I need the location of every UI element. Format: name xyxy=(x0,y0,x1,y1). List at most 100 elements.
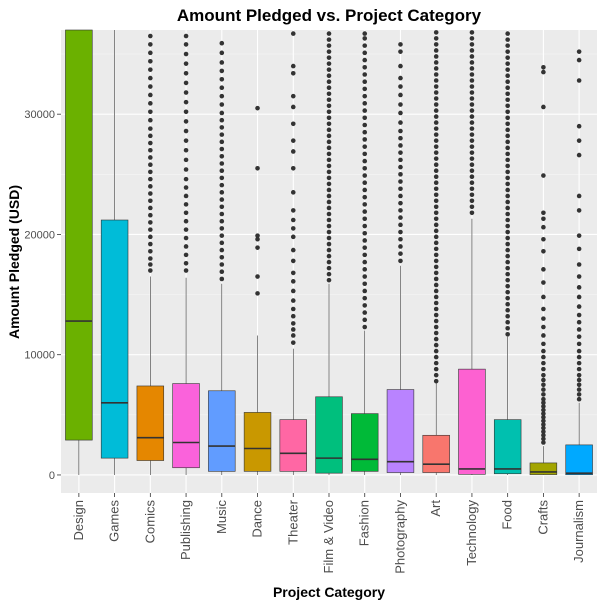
outlier-point xyxy=(183,90,189,95)
outlier-point xyxy=(148,227,153,232)
outlier-point xyxy=(148,262,153,267)
outlier-point xyxy=(326,247,332,253)
outlier-point xyxy=(433,342,439,348)
outlier-point xyxy=(148,101,153,106)
outlier-point xyxy=(326,229,332,235)
outlier-point xyxy=(433,156,439,161)
outlier-point xyxy=(183,119,189,124)
outlier-point xyxy=(362,122,368,128)
outlier-point xyxy=(505,121,510,127)
outlier-point xyxy=(148,126,153,131)
outlier-point xyxy=(469,186,475,192)
outlier-point xyxy=(433,42,439,47)
outlier-point xyxy=(576,387,582,392)
outlier-point xyxy=(219,276,225,282)
outlier-point xyxy=(469,90,475,95)
outlier-point xyxy=(469,132,475,137)
outlier-point xyxy=(541,316,546,321)
outlier-point xyxy=(362,64,368,70)
outlier-point xyxy=(433,222,439,228)
outlier-point xyxy=(469,138,475,143)
outlier-point xyxy=(290,217,296,223)
x-tick-label: Art xyxy=(428,500,443,517)
outlier-point xyxy=(362,245,368,250)
outlier-point xyxy=(505,241,510,247)
outlier-point xyxy=(362,72,368,77)
outlier-point xyxy=(398,164,403,170)
outlier-point xyxy=(362,173,368,178)
outlier-point xyxy=(326,37,332,42)
outlier-point xyxy=(362,108,368,113)
outlier-point xyxy=(576,372,582,378)
outlier-point xyxy=(398,229,403,235)
outlier-point xyxy=(469,102,475,107)
outlier-point xyxy=(576,274,582,279)
box-iqr xyxy=(458,368,486,475)
outlier-point xyxy=(148,84,153,89)
outlier-point xyxy=(576,294,582,300)
outlier-point xyxy=(148,147,153,153)
outlier-point xyxy=(541,414,546,420)
outlier-point xyxy=(326,67,332,72)
outlier-point xyxy=(505,283,510,289)
outlier-point xyxy=(148,92,153,98)
outlier-point xyxy=(362,36,368,41)
outlier-point xyxy=(183,176,189,182)
outlier-point xyxy=(398,215,403,220)
outlier-point xyxy=(362,93,368,99)
outlier-point xyxy=(505,49,510,54)
outlier-point xyxy=(183,109,189,115)
outlier-point xyxy=(433,54,439,59)
outlier-point xyxy=(326,169,332,175)
outlier-point xyxy=(505,217,510,223)
outlier-point xyxy=(433,264,439,270)
outlier-point xyxy=(505,73,510,78)
outlier-point xyxy=(148,220,153,225)
y-tick-label: 20000 xyxy=(24,229,55,241)
outlier-point xyxy=(576,392,582,397)
box-iqr xyxy=(65,29,93,441)
outlier-point xyxy=(469,108,475,113)
outlier-point xyxy=(541,64,546,70)
outlier-point xyxy=(219,175,225,181)
outlier-point xyxy=(505,61,510,66)
outlier-point xyxy=(576,354,582,360)
outlier-point xyxy=(183,61,189,66)
outlier-point xyxy=(326,205,332,211)
outlier-point xyxy=(183,138,189,143)
chart-title: Amount Pledged vs. Project Category xyxy=(177,6,482,25)
outlier-point xyxy=(290,247,296,253)
outlier-point xyxy=(505,37,510,42)
outlier-point xyxy=(326,187,332,193)
box-iqr xyxy=(279,419,307,472)
outlier-point xyxy=(398,135,403,141)
outlier-point xyxy=(183,185,189,190)
outlier-point xyxy=(183,244,189,249)
outlier-point xyxy=(183,218,189,224)
outlier-point xyxy=(433,240,439,246)
outlier-point xyxy=(362,187,368,193)
outlier-point xyxy=(469,42,475,47)
outlier-point xyxy=(148,256,153,261)
outlier-point xyxy=(219,204,225,210)
outlier-point xyxy=(541,348,546,354)
outlier-point xyxy=(398,120,403,125)
y-tick-label: 10000 xyxy=(24,350,55,362)
x-tick-label: Photography xyxy=(392,500,407,574)
outlier-point xyxy=(469,96,475,101)
box-iqr xyxy=(136,385,165,461)
outlier-point xyxy=(290,270,296,276)
outlier-point xyxy=(505,205,510,211)
outlier-point xyxy=(505,43,510,48)
outlier-point xyxy=(290,208,296,213)
outlier-point xyxy=(219,240,225,246)
outlier-point xyxy=(219,110,225,116)
outlier-point xyxy=(183,157,189,163)
outlier-point xyxy=(469,150,475,155)
outlier-point xyxy=(433,276,439,282)
plot-area xyxy=(61,29,597,493)
outlier-point xyxy=(505,145,510,151)
outlier-point xyxy=(469,54,475,59)
outlier-point xyxy=(433,336,439,342)
box-food xyxy=(493,31,522,475)
